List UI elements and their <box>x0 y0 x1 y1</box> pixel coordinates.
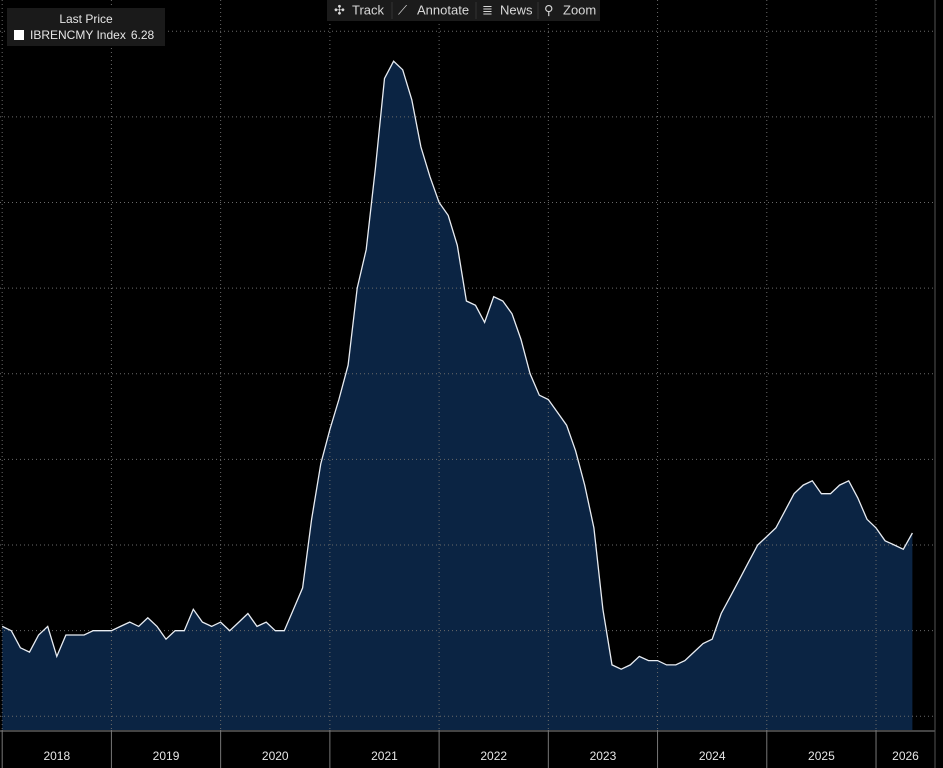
toolbar-button[interactable]: ✣ Track <box>334 2 385 17</box>
series-line <box>1 60 913 670</box>
toolbar-button[interactable]: ⚲ Zoom <box>544 2 596 17</box>
toolbar-label[interactable]: News <box>500 2 533 17</box>
legend-title: Last Price <box>59 12 113 26</box>
area-fill <box>2 61 913 730</box>
toolbar-button[interactable]: ⟋ Annotate <box>398 2 469 17</box>
toolbar-icon: ⟋ <box>398 2 408 17</box>
legend-swatch <box>14 30 24 40</box>
toolbar-label[interactable]: Zoom <box>563 2 596 17</box>
toolbar-icon: ⚲ <box>544 2 554 17</box>
x-tick-label: 2026 <box>892 749 919 763</box>
x-tick-label: 2019 <box>153 749 180 763</box>
x-tick-label: 2018 <box>43 749 70 763</box>
toolbar-icon: ≣ <box>482 2 493 17</box>
x-tick-label: 2022 <box>480 749 507 763</box>
toolbar-icon: ✣ <box>334 2 345 17</box>
x-axis-band <box>0 730 943 768</box>
x-tick-label: 2021 <box>371 749 398 763</box>
toolbar-label[interactable]: Track <box>352 2 385 17</box>
legend-box <box>7 8 165 46</box>
x-tick-label: 2025 <box>808 749 835 763</box>
x-tick-label: 2020 <box>262 749 289 763</box>
toolbar-bg <box>327 0 600 21</box>
x-tick-label: 2024 <box>699 749 726 763</box>
legend-value: 6.28 <box>131 28 155 42</box>
legend-label: IBRENCMY Index <box>30 28 126 42</box>
plot-area <box>0 0 935 730</box>
x-tick-label: 2023 <box>590 749 617 763</box>
toolbar: ✣ Track ⟋ Annotate ≣ News ⚲ Zoom <box>327 0 600 21</box>
toolbar-button[interactable]: ≣ News <box>482 2 533 17</box>
toolbar-label[interactable]: Annotate <box>417 2 469 17</box>
